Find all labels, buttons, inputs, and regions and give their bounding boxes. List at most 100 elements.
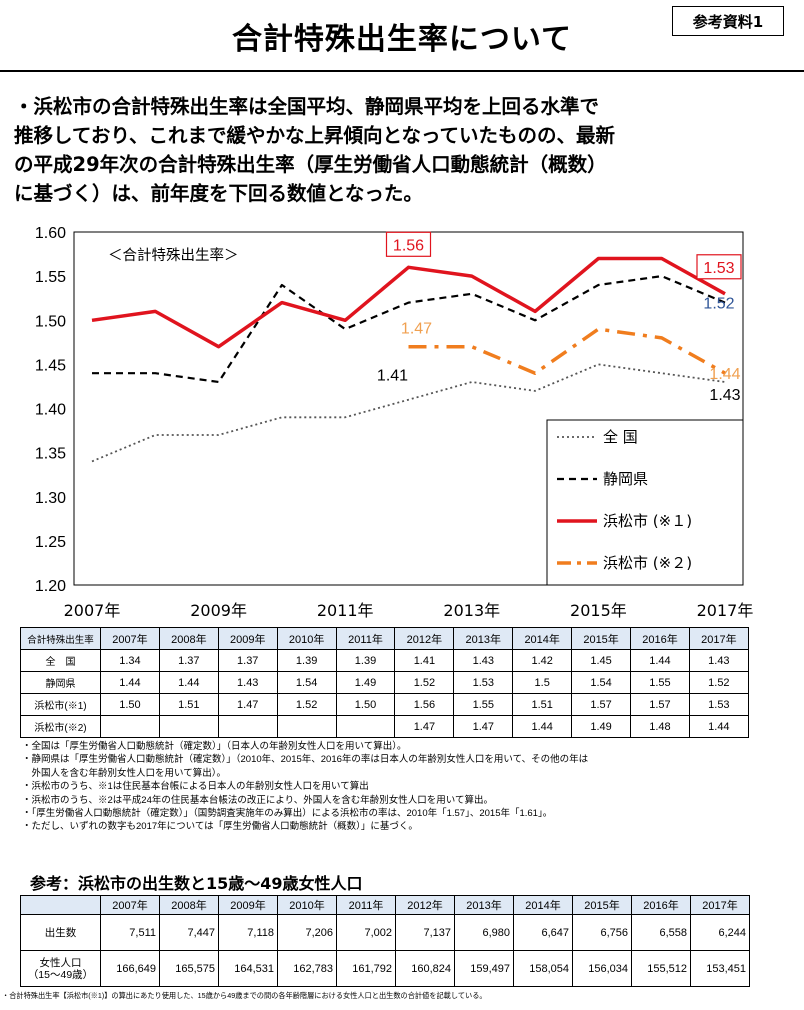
births-row: 出生数 7,511 7,447 7,118 7,206 7,002 7,137 6,980 6,…: [20, 914, 750, 951]
table-cell: 1.44: [100, 671, 160, 694]
legend-box: [546, 419, 744, 586]
x-tick-label: 2009年: [190, 601, 247, 620]
women-cell: 159,497: [454, 950, 514, 987]
year-header: 2013年: [453, 627, 514, 650]
series-line-3: [408, 327, 726, 375]
year-header: 2008年: [158, 627, 219, 650]
y-tick-label: 1.30: [35, 490, 66, 507]
y-tick-label: 1.20: [35, 578, 66, 595]
table-cell: 1.52: [394, 671, 455, 694]
table-cell: 1.44: [158, 671, 219, 694]
table-cell: [276, 715, 337, 738]
row-label: 全 国: [20, 649, 101, 672]
row-label: 浜松市(※1): [20, 693, 101, 716]
year-header: 2010年: [276, 627, 337, 650]
y-tick-label: 1.35: [35, 446, 66, 463]
births-cell: 7,137: [395, 914, 455, 951]
table-cell: 1.37: [217, 649, 278, 672]
year-header: 2014年: [513, 895, 573, 915]
series-line-0: [91, 363, 726, 463]
year-header: 2013年: [454, 895, 514, 915]
table-cell: 1.54: [276, 671, 337, 694]
rate-table-header: 合計特殊出生率 2007年 2008年 2009年 2010年 2011年 2012年 201…: [20, 627, 749, 650]
table-corner: 合計特殊出生率: [20, 627, 101, 650]
footnote: ・合計特殊出生率【浜松市(※1)】の算出にあたり使用した、15歳から49歳までの…: [2, 991, 487, 1000]
legend-label-3: 浜松市 (※２): [603, 554, 692, 572]
women-cell: 160,824: [395, 950, 455, 987]
note-line: ・全国は「厚生労働省人口動態統計（確定数）」（日本人の年齢別女性人口を用いて算出…: [22, 741, 407, 752]
women-cell: 162,783: [277, 950, 337, 987]
chart-title: ＜合計特殊出生率＞: [108, 247, 239, 264]
women-cell: 161,792: [336, 950, 396, 987]
table-cell: 1.55: [453, 693, 514, 716]
data-label: 1.52: [703, 296, 734, 313]
table-cell: 1.50: [100, 693, 160, 716]
reference-badge: 参考資料1: [672, 6, 784, 36]
notes: ・全国は「厚生労働省人口動態統計（確定数）」（日本人の年齢別女性人口を用いて算出…: [22, 740, 792, 834]
data-label: 1.44: [709, 366, 740, 383]
table-cell: 1.51: [158, 693, 219, 716]
births-cell: 6,244: [690, 914, 750, 951]
births-cell: 7,447: [159, 914, 219, 951]
year-header: 2009年: [217, 627, 278, 650]
table-cell: 1.57: [630, 693, 690, 716]
data-label: 1.53: [703, 260, 734, 277]
data-label-box: [385, 231, 432, 257]
year-header: 2012年: [394, 627, 455, 650]
note-line: ・ただし、いずれの数字も2017年については「厚生労働省人口動態統計（概数）」に…: [22, 821, 418, 833]
table-cell: 1.44: [512, 715, 573, 738]
table-cell: 1.53: [453, 671, 514, 694]
table-cell: 1.37: [158, 649, 219, 672]
table-cell: 1.52: [276, 693, 337, 716]
x-tick-label: 2007年: [64, 601, 121, 620]
births-table-header: 2007年 2008年 2009年 2010年 2011年 2012年 2013年 2014年…: [20, 895, 750, 915]
table-row: 浜松市(※1) 1.50 1.51 1.47 1.52 1.50 1.56 1.55 1.51 1…: [20, 693, 749, 716]
table-row: 浜松市(※2) 1.47 1.47 1.44 1.49 1.48 1.44: [20, 715, 749, 738]
series-line-1: [92, 274, 726, 384]
women-cell: 153,451: [690, 950, 750, 987]
x-tick-label: 2015年: [570, 601, 627, 620]
note-line: ・静岡県は「厚生労働省人口動態統計（確定数）」（2010年、2015年、2016…: [22, 754, 589, 766]
table-cell: [158, 715, 219, 738]
table-cell: 1.47: [394, 715, 455, 738]
year-header: 2015年: [572, 895, 632, 915]
year-header: 2007年: [100, 627, 160, 650]
table-cell: 1.43: [688, 649, 749, 672]
table-cell: 1.42: [512, 649, 573, 672]
x-tick-label: 2013年: [443, 601, 500, 620]
row-label: 静岡県: [20, 671, 101, 694]
year-header: 2010年: [277, 895, 337, 915]
births-cell: 6,980: [454, 914, 514, 951]
table-cell: 1.48: [630, 715, 690, 738]
births-cell: 6,558: [631, 914, 691, 951]
year-header: 2016年: [630, 627, 690, 650]
year-header: 2012年: [395, 895, 455, 915]
table-cell: [217, 715, 278, 738]
data-label: 1.47: [401, 321, 432, 338]
table-cell: 1.44: [688, 715, 749, 738]
x-tick-label: 2011年: [317, 601, 374, 620]
y-tick-label: 1.40: [35, 402, 66, 419]
table-cell: 1.49: [571, 715, 632, 738]
women-cell: 158,054: [513, 950, 573, 987]
table-cell: 1.43: [453, 649, 514, 672]
data-label: 1.41: [377, 368, 408, 385]
table-cell: 1.47: [453, 715, 514, 738]
y-tick-label: 1.60: [35, 225, 66, 242]
table-cell: 1.50: [335, 693, 396, 716]
table-row: 全 国 1.34 1.37 1.37 1.39 1.39 1.41 1.43 1.42 1.45 1…: [20, 649, 749, 672]
births-cell: 7,002: [336, 914, 396, 951]
table-cell: 1.44: [630, 649, 690, 672]
year-header: 2011年: [336, 895, 396, 915]
women-cell: 165,575: [159, 950, 219, 987]
year-header: 2017年: [688, 627, 749, 650]
year-header: 2009年: [218, 895, 278, 915]
births-cell: 7,118: [218, 914, 278, 951]
note-line: ・「厚生労働省人口動態統計（確定数）」（国勢調査実施年のみ算出）による浜松市の率…: [22, 808, 553, 820]
y-tick-label: 1.25: [35, 534, 66, 551]
table-cell: 1.39: [335, 649, 396, 672]
legend-label-2: 浜松市 (※１): [603, 512, 692, 530]
year-header: 2007年: [100, 895, 160, 915]
year-header: 2016年: [631, 895, 691, 915]
row-label: 浜松市(※2): [20, 715, 101, 738]
